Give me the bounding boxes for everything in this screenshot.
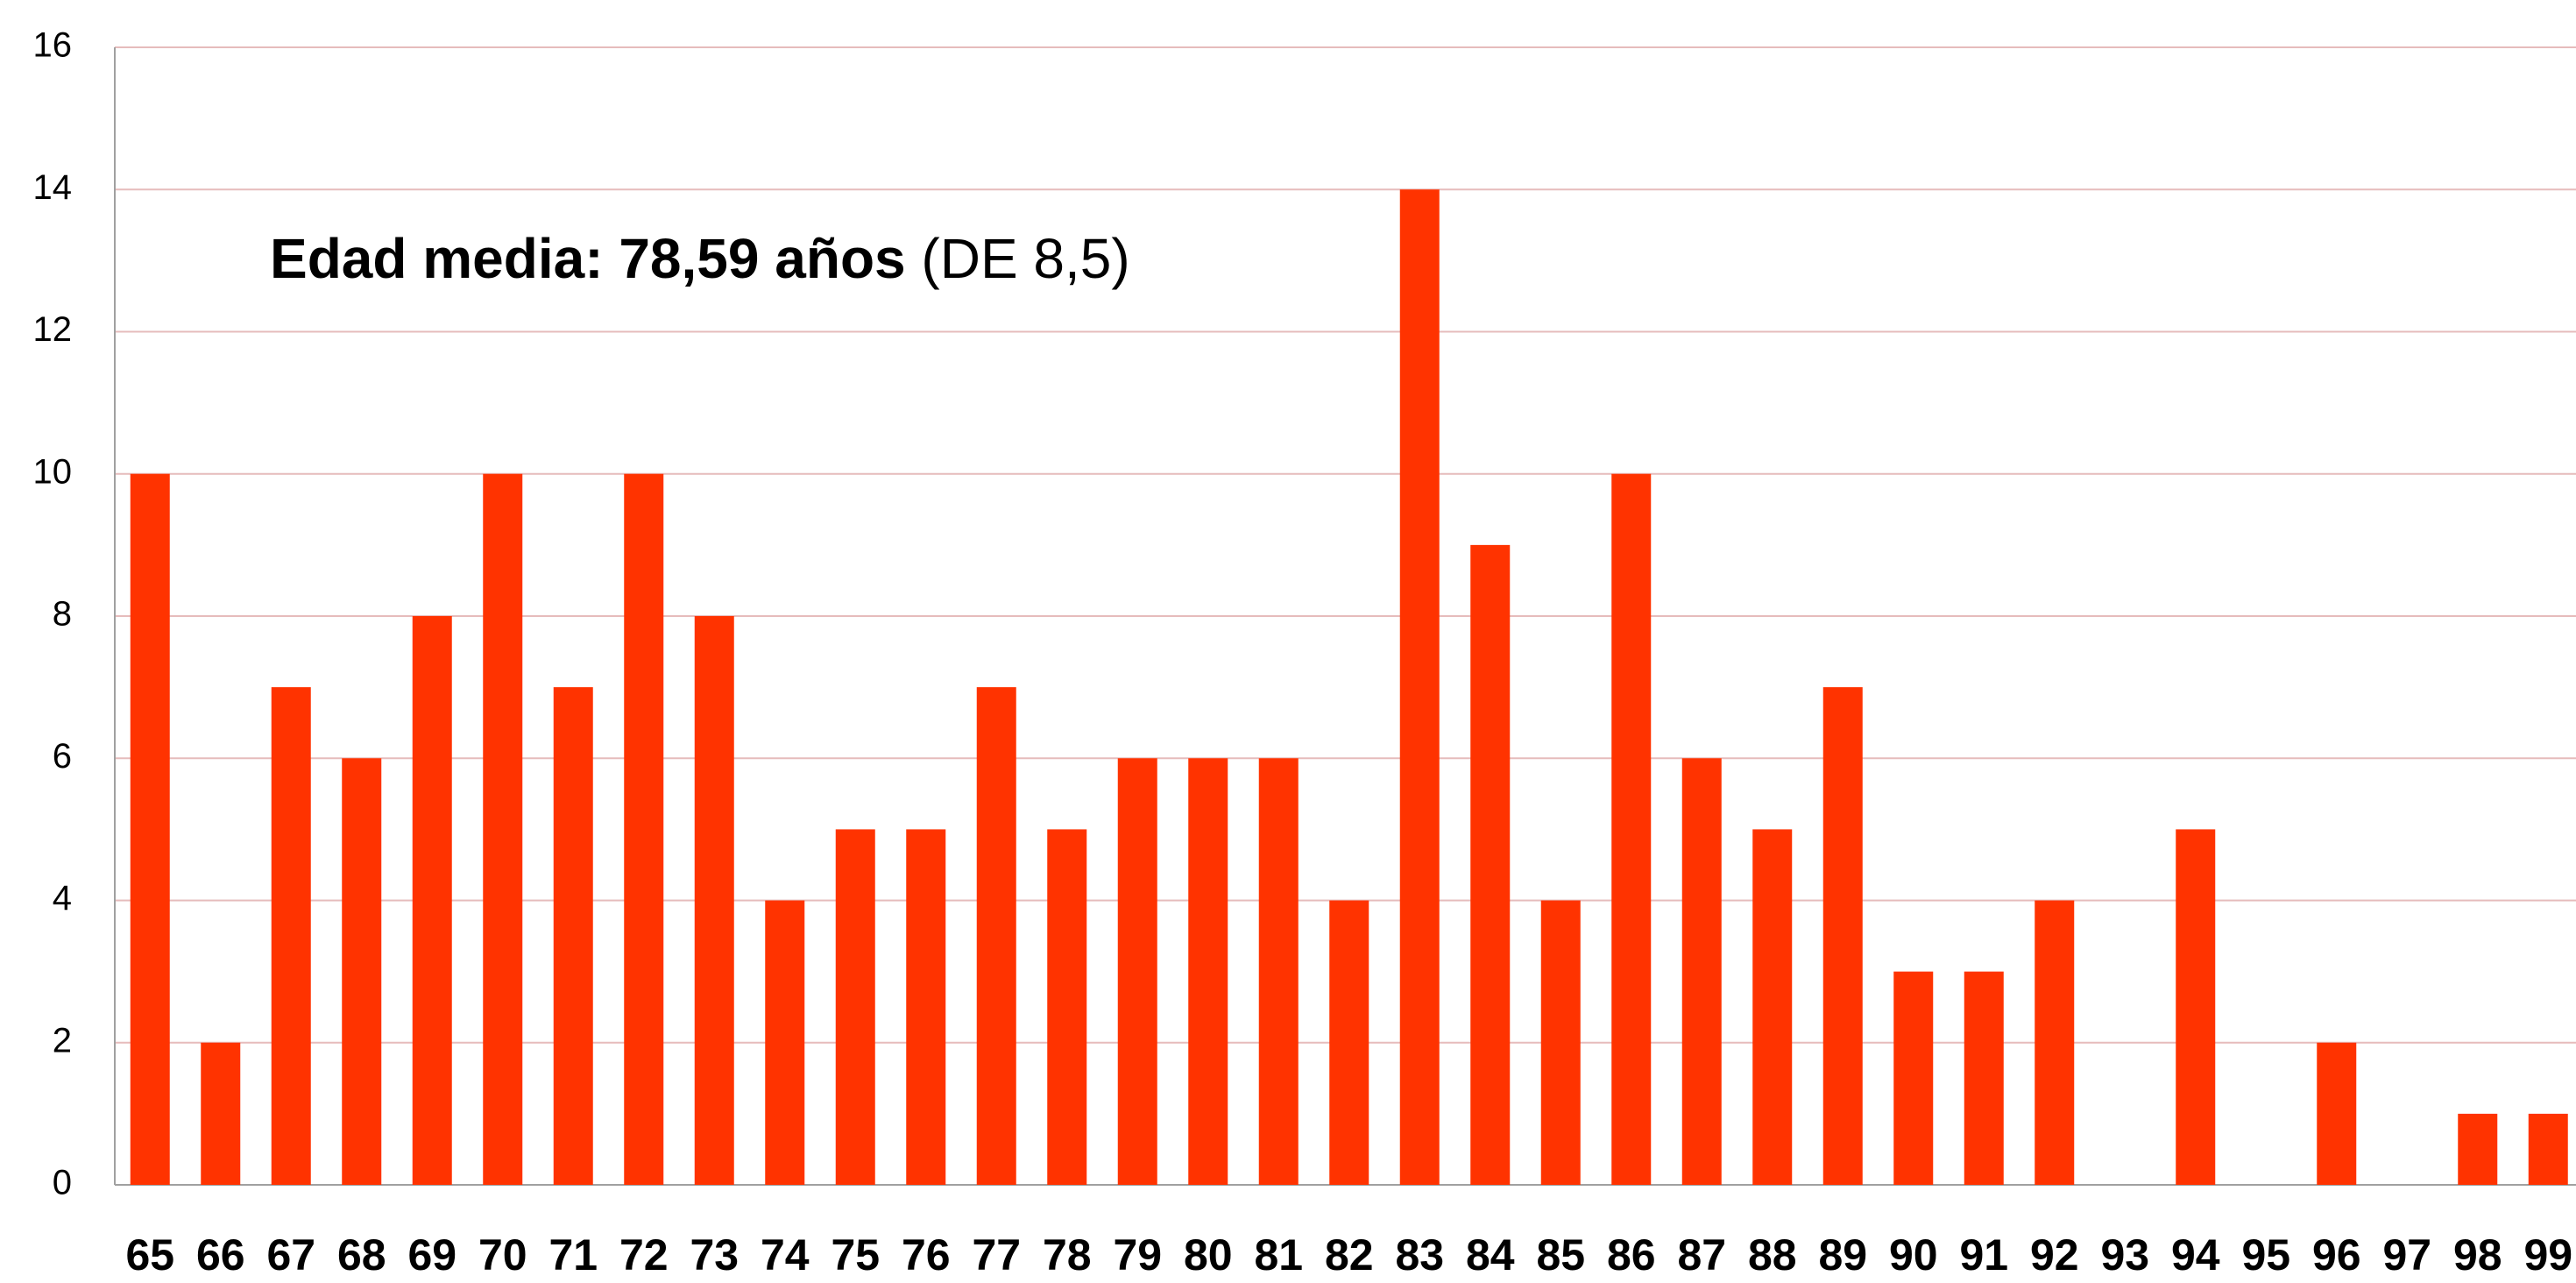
x-tick-label: 86 — [1607, 1230, 1656, 1279]
x-tick-label: 91 — [1959, 1230, 2008, 1279]
bar — [201, 1042, 241, 1185]
x-tick-label: 85 — [1536, 1230, 1585, 1279]
x-tick-label: 83 — [1395, 1230, 1444, 1279]
y-tick-label: 2 — [53, 1021, 72, 1060]
bar — [271, 687, 311, 1185]
x-tick-label: 80 — [1184, 1230, 1233, 1279]
bar — [1822, 687, 1863, 1185]
x-tick-label: 69 — [407, 1230, 456, 1279]
x-tick-label: 97 — [2382, 1230, 2431, 1279]
bar — [412, 616, 452, 1185]
bar — [2458, 1113, 2498, 1185]
bar — [553, 687, 593, 1185]
x-tick-label: 67 — [266, 1230, 315, 1279]
x-tick-label: 70 — [478, 1230, 527, 1279]
y-tick-label: 10 — [33, 452, 73, 491]
bar — [1399, 189, 1440, 1185]
x-tick-label: 68 — [337, 1230, 386, 1279]
bar — [1258, 758, 1299, 1185]
x-tick-label: 73 — [690, 1230, 739, 1279]
bar — [342, 758, 382, 1185]
bar — [2528, 1113, 2568, 1185]
bar — [1893, 971, 1934, 1185]
bar — [1611, 473, 1652, 1185]
y-tick-label: 12 — [33, 310, 73, 349]
bar — [130, 473, 170, 1185]
x-tick-label: 78 — [1043, 1230, 1092, 1279]
bar — [1470, 544, 1511, 1185]
bar — [1540, 900, 1581, 1185]
bar — [694, 616, 734, 1185]
x-tick-label: 87 — [1677, 1230, 1726, 1279]
bar — [906, 829, 946, 1185]
x-tick-label: 79 — [1113, 1230, 1162, 1279]
x-tick-label: 93 — [2100, 1230, 2149, 1279]
x-tick-label: 94 — [2171, 1230, 2220, 1279]
x-tick-label: 96 — [2312, 1230, 2361, 1279]
annotation: Edad media: 78,59 años (DE 8,5) — [270, 227, 1130, 290]
bar — [2035, 900, 2075, 1185]
x-tick-label: 90 — [1889, 1230, 1938, 1279]
x-tick-label: 71 — [548, 1230, 598, 1279]
y-tick-label: 8 — [53, 595, 72, 634]
bar — [1964, 971, 2004, 1185]
x-tick-label: 65 — [125, 1230, 174, 1279]
bar — [1047, 829, 1087, 1185]
bar — [1752, 829, 1793, 1185]
y-tick-label: 6 — [53, 737, 72, 776]
y-tick-label: 4 — [53, 879, 72, 918]
annotation-bold: Edad media: 78,59 años — [270, 227, 906, 290]
bar — [765, 900, 805, 1185]
x-tick-label: 84 — [1466, 1230, 1515, 1279]
x-tick-label: 66 — [196, 1230, 245, 1279]
annotation-normal: (DE 8,5) — [921, 227, 1129, 290]
bar — [1329, 900, 1369, 1185]
x-tick-label: 81 — [1254, 1230, 1303, 1279]
bar — [1681, 758, 1722, 1185]
bar — [976, 687, 1016, 1185]
x-tick-label: 98 — [2453, 1230, 2502, 1279]
x-tick-label: 88 — [1748, 1230, 1797, 1279]
x-tick-label: 77 — [972, 1230, 1021, 1279]
bar — [1188, 758, 1228, 1185]
x-tick-label: 99 — [2523, 1230, 2572, 1279]
x-tick-label: 75 — [831, 1230, 880, 1279]
bar — [1117, 758, 1157, 1185]
x-tick-label: 82 — [1325, 1230, 1374, 1279]
x-tick-label: 72 — [619, 1230, 669, 1279]
x-tick-label: 89 — [1818, 1230, 1867, 1279]
bar — [2176, 829, 2216, 1185]
y-tick-label: 0 — [53, 1164, 72, 1202]
x-tick-label: 76 — [902, 1230, 951, 1279]
bar — [483, 473, 523, 1185]
x-tick-label: 95 — [2241, 1230, 2290, 1279]
x-tick-label: 92 — [2030, 1230, 2079, 1279]
bar — [624, 473, 664, 1185]
y-tick-label: 16 — [33, 26, 73, 65]
bar — [2317, 1042, 2357, 1185]
x-tick-label: 74 — [761, 1230, 810, 1279]
y-tick-label: 14 — [33, 168, 73, 207]
bar — [835, 829, 875, 1185]
